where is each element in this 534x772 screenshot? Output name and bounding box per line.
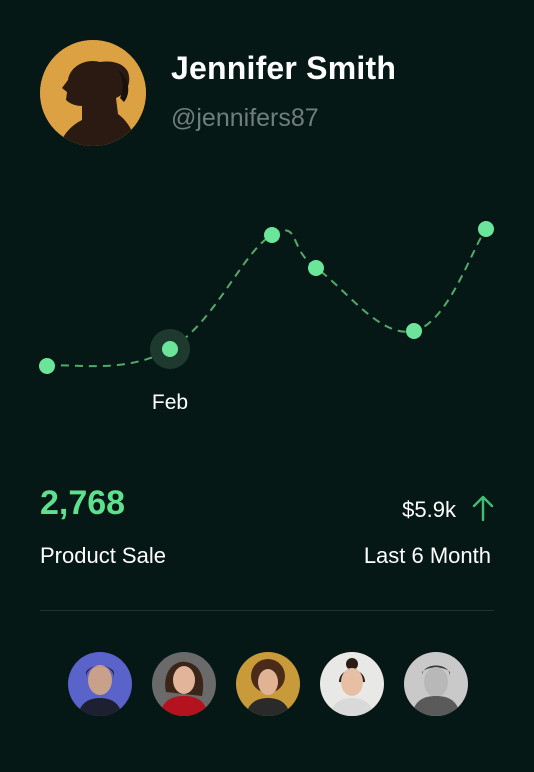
team-avatar-5[interactable] <box>404 652 468 716</box>
avatar-member-3-icon <box>236 652 300 716</box>
profile-avatar[interactable] <box>40 40 146 146</box>
profile-photo-icon <box>40 40 146 146</box>
chart-series-line <box>46 228 487 368</box>
period-label: Last 6 Month <box>363 543 491 568</box>
avatar-member-5-icon <box>404 652 468 716</box>
chart-point[interactable] <box>162 341 178 357</box>
avatar-member-1-icon <box>68 652 132 716</box>
chart-x-label-feb: Feb <box>152 391 188 414</box>
chart-point[interactable] <box>264 227 280 243</box>
sales-line-chart: Feb <box>0 180 534 440</box>
avatar-member-4-icon <box>320 652 384 716</box>
chart-point[interactable] <box>478 221 494 237</box>
team-avatar-4[interactable] <box>320 652 384 716</box>
team-avatar-1[interactable] <box>68 652 132 716</box>
chart-point[interactable] <box>39 358 55 374</box>
divider <box>40 610 494 611</box>
sales-amount: $5.9k <box>402 497 456 522</box>
avatar-member-2-icon <box>152 652 216 716</box>
product-sale-label: Product Sale <box>40 543 166 568</box>
arrow-up-icon <box>472 495 494 522</box>
profile-name: Jennifer Smith <box>171 50 397 86</box>
team-avatar-2[interactable] <box>152 652 216 716</box>
team-avatar-3[interactable] <box>236 652 300 716</box>
team-members <box>68 652 470 716</box>
profile-handle: @jennifers87 <box>171 104 319 132</box>
chart-point[interactable] <box>308 260 324 276</box>
product-sale-value: 2,768 <box>40 484 126 522</box>
chart-point[interactable] <box>406 323 422 339</box>
